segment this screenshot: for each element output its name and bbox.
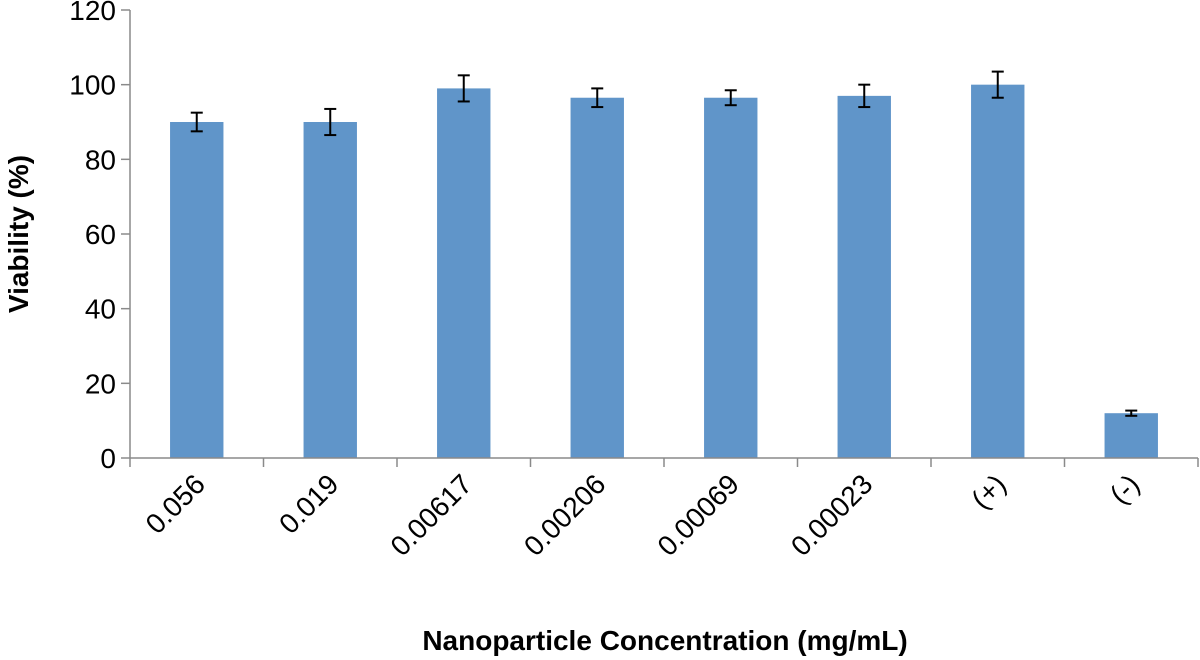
y-tick-label: 120 xyxy=(69,0,116,26)
error-bar xyxy=(457,74,470,103)
bar xyxy=(971,84,1025,459)
error-bar xyxy=(591,87,604,109)
bars xyxy=(170,84,1158,459)
error-bars xyxy=(190,70,1138,417)
x-tick-label: 0.00206 xyxy=(518,468,611,561)
bar xyxy=(437,88,491,459)
x-axis-ticks: 0.056 0.019 0.00617 0.00206 0.00069 0.00023 (+… xyxy=(129,458,1199,562)
y-tick-label: 60 xyxy=(85,219,116,250)
y-axis-ticks: 0 20 40 60 80 100 120 xyxy=(69,0,130,474)
x-tick-label: 0.00069 xyxy=(651,468,744,561)
x-tick-label: 0.019 xyxy=(273,468,344,539)
bar xyxy=(303,122,357,458)
y-tick-label: 100 xyxy=(69,70,116,101)
y-axis-title: Viability (%) xyxy=(3,155,34,313)
bar xyxy=(570,97,624,458)
error-bar xyxy=(991,70,1004,99)
y-tick-label: 0 xyxy=(100,443,116,474)
x-tick-label: 0.056 xyxy=(140,468,211,539)
x-tick-label: (+) xyxy=(965,468,1012,515)
y-tick-label: 80 xyxy=(85,144,116,175)
x-tick-label: (-) xyxy=(1104,468,1146,510)
x-axis-title: Nanoparticle Concentration (mg/mL) xyxy=(422,625,907,656)
error-bar xyxy=(190,111,203,133)
bar xyxy=(704,97,758,458)
bar xyxy=(837,95,891,458)
bar xyxy=(170,122,224,458)
error-bar xyxy=(858,83,871,109)
error-bar xyxy=(1125,409,1138,417)
error-bar xyxy=(324,107,337,137)
x-tick-label: 0.00023 xyxy=(785,468,878,561)
y-tick-label: 40 xyxy=(85,294,116,325)
bar xyxy=(1104,413,1158,458)
x-tick-label: 0.00617 xyxy=(384,468,477,561)
y-tick-label: 20 xyxy=(85,368,116,399)
error-bar xyxy=(724,89,737,107)
